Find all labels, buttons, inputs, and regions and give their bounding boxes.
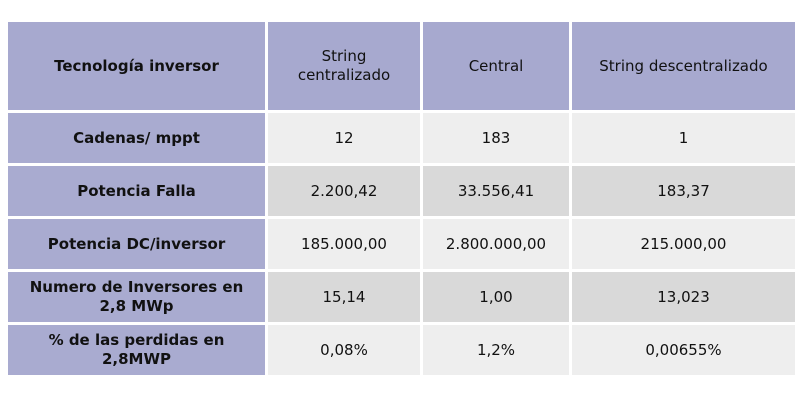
header-cell: Central (423, 22, 569, 110)
table-cell: 183 (423, 113, 569, 163)
table-row: % de las perdidas en 2,8MWP 0,08% 1,2% 0,00… (8, 325, 795, 375)
table-cell: 33.556,41 (423, 166, 569, 216)
table-cell: 183,37 (572, 166, 795, 216)
header-cell: Tecnología inversor (8, 22, 265, 110)
header-cell: String centralizado (268, 22, 420, 110)
row-label: % de las perdidas en 2,8MWP (8, 325, 265, 375)
row-label: Cadenas/ mppt (8, 113, 265, 163)
table-cell: 1 (572, 113, 795, 163)
table-cell: 1,00 (423, 272, 569, 322)
table-row: Cadenas/ mppt 12 183 1 (8, 113, 795, 163)
table-cell: 185.000,00 (268, 219, 420, 269)
table-cell: 0,08% (268, 325, 420, 375)
row-label: Potencia DC/inversor (8, 219, 265, 269)
table-cell: 0,00655% (572, 325, 795, 375)
row-label: Numero de Inversores en 2,8 MWp (8, 272, 265, 322)
table-cell: 15,14 (268, 272, 420, 322)
table-row: Numero de Inversores en 2,8 MWp 15,14 1,00… (8, 272, 795, 322)
table: Tecnología inversor String centralizado Ce… (5, 19, 798, 378)
table-cell: 12 (268, 113, 420, 163)
header-row: Tecnología inversor String centralizado Ce… (8, 22, 795, 110)
table-cell: 13,023 (572, 272, 795, 322)
table-cell: 2.800.000,00 (423, 219, 569, 269)
table-cell: 215.000,00 (572, 219, 795, 269)
table-row: Potencia Falla 2.200,42 33.556,41 183,37 (8, 166, 795, 216)
table-cell: 1,2% (423, 325, 569, 375)
row-label: Potencia Falla (8, 166, 265, 216)
header-cell: String descentralizado (572, 22, 795, 110)
table-row: Potencia DC/inversor 185.000,00 2.800.000,… (8, 219, 795, 269)
table-cell: 2.200,42 (268, 166, 420, 216)
